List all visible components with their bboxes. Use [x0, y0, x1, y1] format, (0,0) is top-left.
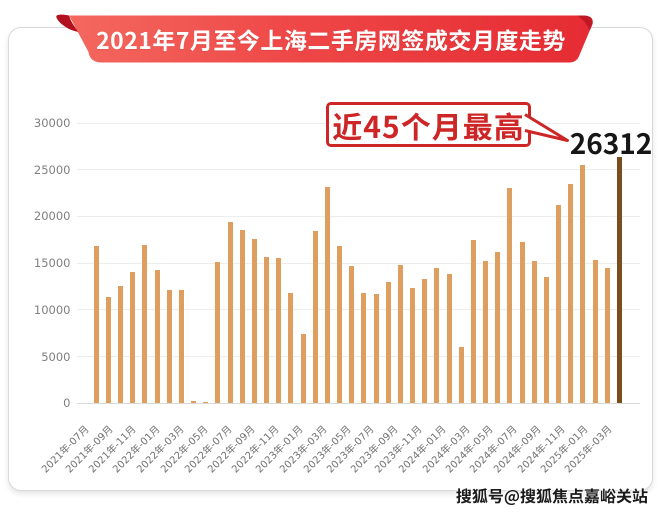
annotation-tail	[524, 113, 569, 142]
bar	[531, 261, 537, 404]
gridline	[77, 356, 640, 358]
bar	[458, 346, 464, 404]
bar	[483, 260, 489, 404]
ribbon-left-fold	[56, 14, 80, 33]
bar	[251, 238, 257, 404]
y-tick-label: 20000	[33, 209, 71, 224]
bar	[604, 267, 610, 404]
bar	[507, 187, 513, 404]
bar	[495, 252, 501, 404]
bar	[324, 186, 330, 404]
gridline	[77, 215, 640, 217]
gridline	[77, 169, 640, 171]
bar	[154, 270, 160, 404]
bar	[410, 287, 416, 404]
chart-title: 2021年7月至今上海二手房网签成交月度走势	[96, 22, 566, 56]
y-tick-label: 10000	[33, 302, 71, 317]
bar	[519, 241, 525, 404]
bar	[556, 205, 562, 404]
gridline	[77, 262, 640, 264]
y-tick-label: 5000	[41, 349, 71, 364]
bar	[349, 266, 355, 404]
bar	[191, 401, 197, 404]
gridline	[77, 309, 640, 311]
bar	[434, 267, 440, 404]
bar	[568, 184, 574, 404]
bar	[215, 262, 221, 404]
max-annotation-box: 近45个月最高	[326, 102, 531, 147]
bar	[422, 279, 428, 404]
bar	[239, 229, 245, 404]
bar	[276, 257, 282, 404]
y-tick-label: 30000	[33, 116, 71, 130]
bar	[361, 292, 367, 404]
bar	[397, 265, 403, 404]
bar	[203, 401, 209, 404]
bar	[105, 297, 111, 404]
bar	[93, 246, 99, 404]
title-ribbon	[56, 14, 593, 63]
bar	[446, 273, 452, 404]
annotation-tail-shape	[524, 113, 569, 142]
bar	[373, 293, 379, 404]
bar	[288, 292, 294, 404]
bar	[385, 281, 391, 404]
bar	[227, 222, 233, 404]
bar	[166, 289, 172, 404]
bar	[142, 244, 148, 404]
bar	[130, 271, 136, 404]
bar	[580, 165, 586, 404]
bar	[300, 333, 306, 404]
bar	[337, 245, 343, 404]
bar	[592, 260, 598, 404]
ribbon-body	[69, 15, 593, 63]
y-tick-label: 15000	[33, 256, 71, 271]
y-tick-label: 0	[63, 396, 71, 411]
bar	[178, 290, 184, 404]
ribbon-right-fold	[577, 15, 593, 31]
watermark: 搜狐号@搜狐焦点嘉峪关站	[455, 483, 648, 507]
bar	[264, 256, 270, 404]
y-tick-label: 25000	[33, 162, 71, 177]
bar	[543, 277, 549, 404]
max-annotation-text: 近45个月最高	[332, 102, 525, 147]
x-axis-line	[77, 402, 640, 404]
bar	[470, 239, 476, 404]
bar	[312, 231, 318, 404]
bar	[118, 286, 124, 404]
bar-highlight	[616, 157, 622, 404]
max-value-label: 26312	[569, 122, 653, 163]
